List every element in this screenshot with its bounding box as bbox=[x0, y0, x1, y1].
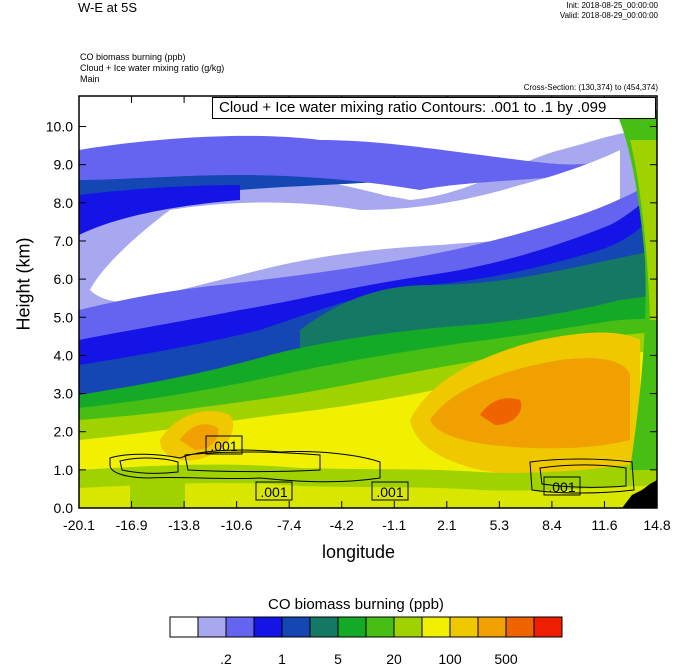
contour-field bbox=[79, 96, 657, 508]
field-main-label: Main bbox=[80, 74, 100, 84]
contour-label-box bbox=[543, 476, 581, 496]
x-tick-label: -4.2 bbox=[330, 517, 354, 533]
contour-left-inner bbox=[119, 457, 179, 474]
colorbar-swatch bbox=[337, 616, 367, 638]
y-tick-label: 2.0 bbox=[54, 424, 74, 440]
colorbar-swatch bbox=[533, 616, 563, 638]
colorbar-swatch bbox=[253, 616, 283, 638]
colorbar-swatch bbox=[477, 616, 507, 638]
contour-label-box bbox=[255, 481, 293, 501]
x-tick-label: 5.3 bbox=[490, 517, 510, 533]
band-surface bbox=[79, 482, 657, 508]
terrain bbox=[622, 480, 657, 508]
colorbar-label: 5 bbox=[334, 651, 342, 667]
y-tick-label: 7.0 bbox=[54, 233, 74, 249]
colorbar-label: 1 bbox=[278, 651, 286, 667]
y-tick-label: 1.0 bbox=[54, 462, 74, 478]
colorbar-title: CO biomass burning (ppb) bbox=[268, 596, 444, 613]
plot-frame bbox=[78, 95, 658, 509]
x-tick-label: -10.6 bbox=[221, 517, 253, 533]
x-tick-label: 14.8 bbox=[643, 517, 670, 533]
colorbar-label: 20 bbox=[386, 651, 402, 667]
contour-left-inner2 bbox=[184, 451, 321, 472]
contour-label-box bbox=[371, 481, 409, 501]
y-tick-label: 4.0 bbox=[54, 347, 74, 363]
band-white-cloud bbox=[90, 150, 620, 302]
init-time: Init: 2018-08-25_00:00:00 bbox=[566, 1, 658, 10]
colorbar-swatch bbox=[225, 616, 255, 638]
y-tick-label: 0.0 bbox=[54, 500, 74, 516]
colorbar-swatch bbox=[309, 616, 339, 638]
colorbar-swatch bbox=[505, 616, 535, 638]
contour-legend: Cloud + Ice water mixing ratio Contours:… bbox=[212, 97, 656, 119]
colorbar-swatch bbox=[169, 616, 199, 638]
x-tick-label: -13.8 bbox=[168, 517, 200, 533]
colorbar-swatch bbox=[421, 616, 451, 638]
band-left-orange-core bbox=[180, 424, 219, 450]
field-co-label: CO biomass burning (ppb) bbox=[80, 52, 186, 62]
band-ppb-300 bbox=[480, 398, 522, 425]
band-surface-patch bbox=[130, 480, 185, 508]
contour-label: .001 bbox=[260, 484, 287, 500]
cross-section-label: Cross-Section: (130,374) to (454,374) bbox=[523, 83, 658, 92]
colorbar-swatch bbox=[197, 616, 227, 638]
colorbar: .2 1 5 20 100 500 bbox=[169, 616, 563, 667]
y-tick-label: 9.0 bbox=[54, 157, 74, 173]
x-axis-label: longitude bbox=[322, 542, 396, 562]
y-tick-label: 5.0 bbox=[54, 309, 74, 325]
y-axis: 0.0 1.0 2.0 3.0 4.0 5.0 6.0 7.0 8.0 9.0 10.0 bbox=[46, 119, 657, 516]
contour-labels: .001 .001 .001 .001 bbox=[205, 435, 581, 501]
y-tick-label: 10.0 bbox=[46, 119, 73, 135]
contour-label-box bbox=[205, 435, 243, 455]
valid-time: Valid: 2018-08-29_00:00:00 bbox=[559, 11, 658, 20]
contour-label: .001 bbox=[376, 484, 403, 500]
colorbar-swatch bbox=[449, 616, 479, 638]
y-tick-label: 3.0 bbox=[54, 386, 74, 402]
x-tick-label: -1.1 bbox=[382, 517, 406, 533]
colorbar-swatch bbox=[281, 616, 311, 638]
colorbar-label: 100 bbox=[438, 651, 462, 667]
field-cloud-label: Cloud + Ice water mixing ratio (g/kg) bbox=[80, 63, 225, 73]
y-tick-label: 8.0 bbox=[54, 195, 74, 211]
contour-right-inner bbox=[539, 464, 627, 488]
contour-label: .001 bbox=[548, 479, 575, 495]
contour-right bbox=[529, 458, 635, 494]
x-tick-label: 11.6 bbox=[591, 517, 617, 533]
y-axis-label: Height (km) bbox=[13, 237, 34, 331]
colorbar-swatch bbox=[393, 616, 423, 638]
plot-title: W-E at 5S bbox=[78, 0, 138, 15]
band-upper-mid bbox=[79, 135, 620, 190]
colorbar-swatch bbox=[365, 616, 395, 638]
colorbar-label: 500 bbox=[494, 651, 518, 667]
x-tick-label: 2.1 bbox=[437, 517, 457, 533]
x-tick-label: 8.4 bbox=[542, 517, 562, 533]
band-right-plume-core bbox=[630, 140, 657, 320]
x-tick-label: -7.4 bbox=[277, 517, 301, 533]
x-tick-label: -16.9 bbox=[116, 517, 148, 533]
band-ppb-200 bbox=[430, 358, 630, 449]
y-tick-label: 6.0 bbox=[54, 271, 74, 287]
x-tick-label: -20.1 bbox=[63, 517, 95, 533]
contour-left bbox=[109, 449, 381, 483]
band-upper-blue bbox=[79, 185, 240, 235]
contour-label: .001 bbox=[210, 438, 237, 454]
cloud-contours bbox=[109, 449, 635, 494]
colorbar-label: .2 bbox=[220, 651, 232, 667]
